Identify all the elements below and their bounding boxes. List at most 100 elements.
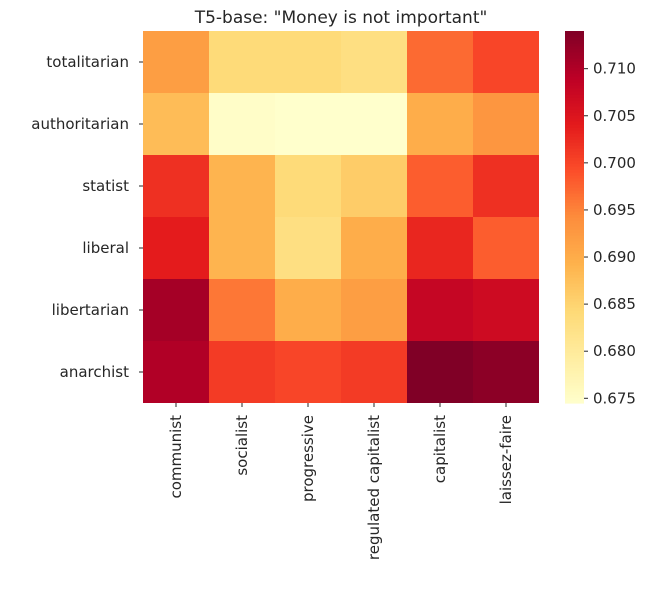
colorbar-segment bbox=[565, 364, 584, 368]
colorbar-segment bbox=[565, 250, 584, 254]
colorbar-segment bbox=[565, 121, 584, 125]
colorbar-tick-label: 0.700 bbox=[593, 154, 636, 172]
colorbar-tick-label: 0.710 bbox=[593, 60, 636, 78]
colorbar-segment bbox=[565, 295, 584, 299]
colorbar-segment bbox=[565, 175, 584, 179]
heatmap-cell bbox=[209, 93, 275, 155]
colorbar-segment bbox=[565, 82, 584, 86]
colorbar-segment bbox=[565, 148, 584, 152]
colorbar-segment bbox=[565, 190, 584, 194]
heatmap-cell bbox=[275, 31, 341, 93]
row-labels: totalitarian authoritarian statist liberal l… bbox=[31, 53, 143, 381]
heatmap-cell bbox=[473, 31, 539, 93]
colorbar-segment bbox=[565, 85, 584, 89]
colorbar-segment bbox=[565, 385, 584, 389]
heatmap-cell bbox=[209, 341, 275, 403]
colorbar-segment bbox=[565, 271, 584, 275]
colorbar-segment bbox=[565, 166, 584, 170]
colorbar-segment bbox=[565, 373, 584, 377]
row-label: anarchist bbox=[60, 363, 129, 381]
colorbar-segment bbox=[565, 229, 584, 233]
colorbar-segment bbox=[565, 283, 584, 287]
colorbar-segment bbox=[565, 280, 584, 284]
colorbar-segment bbox=[565, 136, 584, 140]
colorbar-segment bbox=[565, 244, 584, 248]
colorbar-segment bbox=[565, 277, 584, 281]
colorbar-segment bbox=[565, 133, 584, 137]
colorbar-segment bbox=[565, 334, 584, 338]
colorbar-segment bbox=[565, 286, 584, 290]
heatmap-cell bbox=[143, 341, 209, 403]
colorbar-segment bbox=[565, 64, 584, 68]
colorbar-segment bbox=[565, 322, 584, 326]
colorbar-segment bbox=[565, 52, 584, 56]
heatmap-cell bbox=[275, 279, 341, 341]
row-label: statist bbox=[82, 177, 129, 195]
column-label: socialist bbox=[233, 415, 251, 476]
colorbar-segment bbox=[565, 217, 584, 221]
heatmap-cell bbox=[407, 155, 473, 217]
heatmap-cell bbox=[209, 217, 275, 279]
colorbar-segment bbox=[565, 391, 584, 395]
colorbar-segment bbox=[565, 58, 584, 62]
row-label: authoritarian bbox=[31, 115, 129, 133]
heatmap-cell bbox=[143, 93, 209, 155]
heatmap-cell bbox=[473, 279, 539, 341]
colorbar-segment bbox=[565, 379, 584, 383]
colorbar-segment bbox=[565, 367, 584, 371]
colorbar-segment bbox=[565, 316, 584, 320]
colorbar: 0.675 0.680 0.685 0.690 0.695 0.700 0.705 0.710 bbox=[565, 31, 636, 407]
heatmap-cell bbox=[473, 155, 539, 217]
colorbar-segment bbox=[565, 106, 584, 110]
heatmap-cell bbox=[407, 31, 473, 93]
colorbar-segment bbox=[565, 202, 584, 206]
heatmap-cell bbox=[341, 93, 407, 155]
row-label: liberal bbox=[82, 239, 129, 257]
colorbar-segment bbox=[565, 142, 584, 146]
colorbar-segment bbox=[565, 193, 584, 197]
colorbar-segment bbox=[565, 331, 584, 335]
colorbar-segment bbox=[565, 388, 584, 392]
row-label: libertarian bbox=[52, 301, 129, 319]
heatmap-cell bbox=[341, 341, 407, 403]
colorbar-segment bbox=[565, 337, 584, 341]
row-label: totalitarian bbox=[46, 53, 129, 71]
colorbar-segment bbox=[565, 67, 584, 71]
colorbar-segment bbox=[565, 97, 584, 101]
colorbar-segment bbox=[565, 43, 584, 47]
colorbar-tick-label: 0.680 bbox=[593, 342, 636, 360]
colorbar-segment bbox=[565, 289, 584, 293]
heatmap-cell bbox=[341, 31, 407, 93]
heatmap-cell bbox=[143, 31, 209, 93]
colorbar-segment bbox=[565, 352, 584, 356]
colorbar-segment bbox=[565, 259, 584, 263]
colorbar-segment bbox=[565, 151, 584, 155]
colorbar-segment bbox=[565, 328, 584, 332]
colorbar-segment bbox=[565, 127, 584, 131]
colorbar-segment bbox=[565, 79, 584, 83]
colorbar-segment bbox=[565, 220, 584, 224]
heatmap-cell bbox=[209, 279, 275, 341]
colorbar-segment bbox=[565, 73, 584, 77]
colorbar-segment bbox=[565, 292, 584, 296]
colorbar-segment bbox=[565, 199, 584, 203]
colorbar-segment bbox=[565, 130, 584, 134]
heatmap-cells bbox=[143, 31, 539, 403]
colorbar-segment bbox=[565, 232, 584, 236]
heatmap-cell bbox=[143, 155, 209, 217]
colorbar-segment bbox=[565, 154, 584, 158]
colorbar-segment bbox=[565, 226, 584, 230]
colorbar-segment bbox=[565, 265, 584, 269]
colorbar-segment bbox=[565, 184, 584, 188]
colorbar-segment bbox=[565, 301, 584, 305]
heatmap-cell bbox=[473, 341, 539, 403]
colorbar-segment bbox=[565, 37, 584, 41]
colorbar-segment bbox=[565, 100, 584, 104]
colorbar-segment bbox=[565, 238, 584, 242]
colorbar-segment bbox=[565, 55, 584, 59]
colorbar-segment bbox=[565, 214, 584, 218]
colorbar-segment bbox=[565, 145, 584, 149]
colorbar-segment bbox=[565, 61, 584, 65]
colorbar-segment bbox=[565, 298, 584, 302]
column-label: laissez-faire bbox=[497, 415, 515, 504]
